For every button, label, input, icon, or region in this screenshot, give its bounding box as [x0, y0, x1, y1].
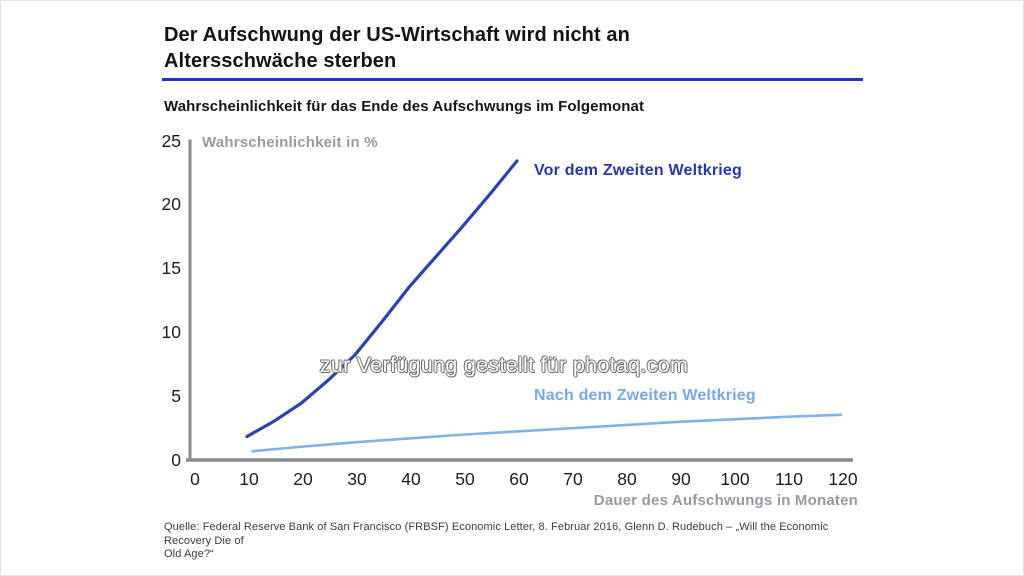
x-tick-label: 110 [775, 469, 803, 489]
text-line: Quelle: Federal Reserve Bank of San Fran… [164, 521, 829, 547]
x-tick-label: 40 [401, 469, 421, 489]
chart-subtitle: Wahrscheinlichkeit für das Ende des Aufs… [164, 98, 645, 115]
x-tick-label: 70 [563, 469, 583, 489]
series-line-1 [251, 413, 843, 453]
y-axis-title: Wahrscheinlichkeit in % [202, 134, 378, 151]
watermark-text: zur Verfügung gestellt für photaq.com [319, 353, 689, 377]
y-tick-label: 20 [161, 194, 181, 215]
page-title: Der Aufschwung der US-Wirtschaft wird ni… [164, 22, 884, 74]
x-tick-label: 80 [617, 469, 637, 489]
text-line: Der Aufschwung der US-Wirtschaft wird ni… [164, 24, 630, 46]
x-tick-label: 90 [671, 469, 691, 489]
x-tick-label: 30 [347, 469, 367, 489]
series-label-postwar: Nach dem Zweiten Weltkrieg [534, 387, 756, 404]
x-tick-label: 120 [828, 469, 858, 489]
text-line: Altersschwäche sterben [164, 50, 397, 72]
x-tick-label: 60 [509, 469, 529, 489]
y-tick-label: 0 [171, 449, 181, 470]
y-tick-label: 15 [161, 258, 181, 279]
x-tick-label: 0 [190, 469, 200, 489]
y-tick-label: 5 [171, 385, 181, 406]
source-note: Quelle: Federal Reserve Bank of San Fran… [164, 521, 870, 562]
x-tick-label: 10 [239, 469, 259, 489]
x-axis-title: Dauer des Aufschwungs in Monaten [593, 492, 858, 509]
series-line-0 [245, 159, 519, 439]
text-line: Old Age?“ [164, 548, 214, 560]
y-tick-label: 10 [161, 321, 181, 342]
x-tick-label: 100 [720, 469, 750, 489]
y-tick-label: 25 [161, 130, 181, 151]
series-label-prewar: Vor dem Zweiten Weltkrieg [534, 162, 743, 179]
x-tick-label: 20 [293, 469, 313, 489]
x-tick-label: 50 [455, 469, 475, 489]
title-underline-rule [162, 78, 863, 81]
